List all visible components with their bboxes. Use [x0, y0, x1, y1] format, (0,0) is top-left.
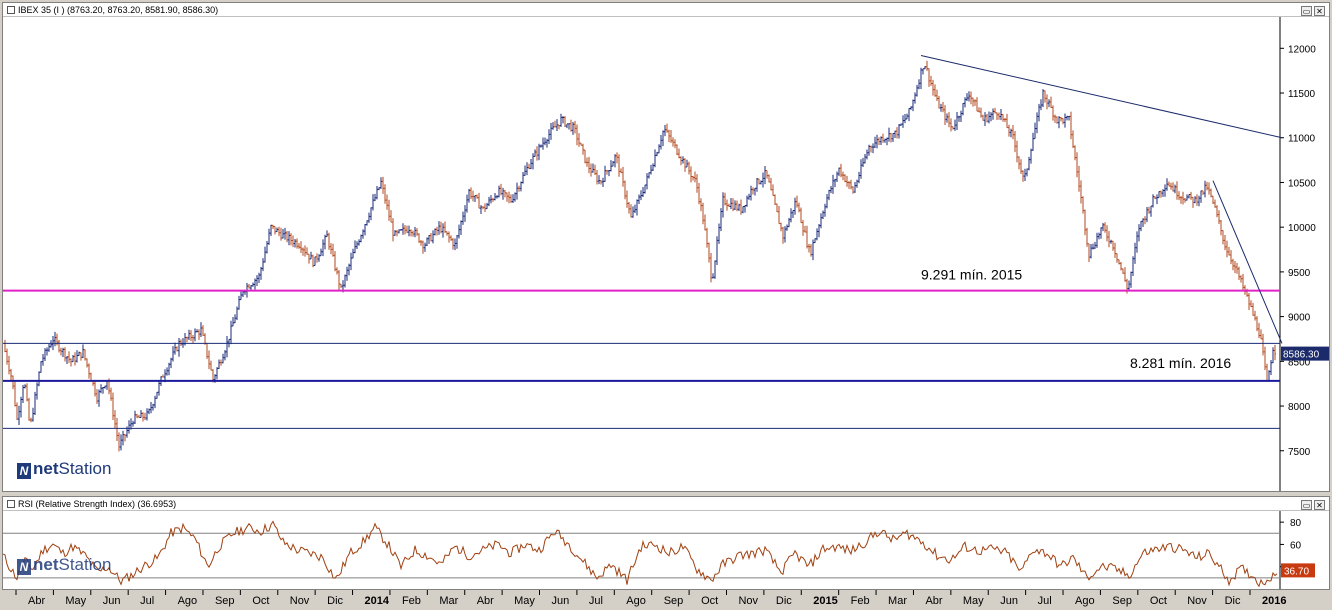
time-axis-label: May [963, 595, 984, 607]
time-axis-label: May [65, 595, 86, 607]
time-axis-label: Jun [103, 595, 121, 607]
time-axis-label: Oct [252, 595, 269, 607]
price-axis-label: 10500 [1288, 178, 1316, 189]
price-axis-label: 8500 [1288, 357, 1311, 368]
price-axis-label: 11500 [1288, 89, 1316, 100]
rsi-line [3, 520, 1278, 588]
panel-icon [7, 500, 15, 508]
time-axis-label: Nov [1187, 595, 1207, 607]
price-axis-label: 7500 [1288, 447, 1311, 458]
time-axis-label: Oct [1150, 595, 1167, 607]
rsi-last-value: 36.70 [1284, 566, 1309, 577]
trendline [920, 54, 1283, 139]
time-axis-label: Ago [178, 595, 198, 607]
price-axis-label: 9000 [1288, 313, 1311, 324]
time-axis-label: Sep [1112, 595, 1132, 607]
netstation-logo-mark: N [17, 463, 31, 479]
logo-suffix: Station [58, 459, 112, 478]
ohlc-bars [4, 60, 1276, 452]
time-axis-label: Dic [1225, 595, 1241, 607]
netstation-logo-mark: N [17, 559, 31, 575]
rsi-panel-titlebar: RSI (Relative Strength Index) (36.6953) … [3, 497, 1329, 511]
time-axis-label: 2014 [365, 595, 390, 607]
logo-prefix: net [33, 555, 59, 574]
price-axis-label: 11000 [1288, 134, 1316, 145]
time-axis-label: Jul [589, 595, 603, 607]
time-axis-label: Jun [552, 595, 570, 607]
time-axis-label: Jul [1038, 595, 1052, 607]
price-axis-label: 10000 [1288, 223, 1316, 234]
time-axis-label: Nov [290, 595, 310, 607]
price-panel-titlebar: IBEX 35 (I ) (8763.20, 8763.20, 8581.90,… [3, 3, 1329, 17]
trendline [1212, 180, 1283, 344]
panel-icon [7, 6, 15, 14]
time-axis-label: 2016 [1262, 595, 1286, 607]
time-axis-label: Mar [439, 595, 458, 607]
rsi-axis-label: 80 [1290, 518, 1302, 529]
last-price-value: 8586.30 [1283, 350, 1320, 361]
time-axis-label: Ago [626, 595, 646, 607]
price-chart[interactable]: 7500 8000 8500 9000 9500 10000 10500 11000 11500… [3, 17, 1329, 491]
time-axis-label: Jun [1000, 595, 1018, 607]
time-axis-label: Abr [477, 595, 494, 607]
time-axis-label: Oct [701, 595, 718, 607]
time-axis-label: 2015 [813, 595, 837, 607]
time-axis-label: Ago [1075, 595, 1095, 607]
logo-suffix: Station [58, 555, 112, 574]
level-label-2016: 8.281 mín. 2016 [1130, 355, 1231, 371]
price-axis-label: 9500 [1288, 268, 1311, 279]
price-axis-label: 12000 [1288, 44, 1316, 55]
price-axis-label: 8000 [1288, 402, 1311, 413]
logo-prefix: net [33, 459, 59, 478]
time-axis-label: Mar [888, 595, 907, 607]
time-axis-label: Nov [738, 595, 758, 607]
level-label-2015: 9.291 mín. 2015 [921, 267, 1022, 283]
rsi-panel: RSI (Relative Strength Index) (36.6953) … [2, 496, 1330, 590]
close-button[interactable]: ✕ [1314, 6, 1325, 16]
maximize-button[interactable]: ▭ [1301, 500, 1312, 510]
time-axis-label: May [514, 595, 535, 607]
rsi-axis-label: 60 [1290, 540, 1302, 551]
close-button[interactable]: ✕ [1314, 500, 1325, 510]
time-axis-label: Abr [28, 595, 45, 607]
price-chart-panel: IBEX 35 (I ) (8763.20, 8763.20, 8581.90,… [2, 2, 1330, 492]
rsi-panel-title: RSI (Relative Strength Index) (36.6953) [18, 499, 177, 509]
time-axis: Abr May Jun Jul Ago Sep Oct Nov Dic 2014 Feb Mar Abr… [15, 590, 1286, 607]
rsi-last-badge [1281, 563, 1315, 578]
time-axis-label: Abr [925, 595, 942, 607]
time-axis-label: Feb [851, 595, 870, 607]
time-axis-label: Jul [140, 595, 154, 607]
last-price-badge [1281, 346, 1329, 361]
price-panel-title: IBEX 35 (I ) (8763.20, 8763.20, 8581.90,… [18, 5, 219, 15]
rsi-chart[interactable]: 40608036.70 [3, 511, 1329, 589]
maximize-button[interactable]: ▭ [1301, 6, 1312, 16]
time-axis-label: Feb [402, 595, 421, 607]
time-axis-label: Sep [664, 595, 684, 607]
time-axis-label: Dic [776, 595, 792, 607]
time-axis-label: Sep [215, 595, 235, 607]
time-axis-label: Dic [327, 595, 343, 607]
